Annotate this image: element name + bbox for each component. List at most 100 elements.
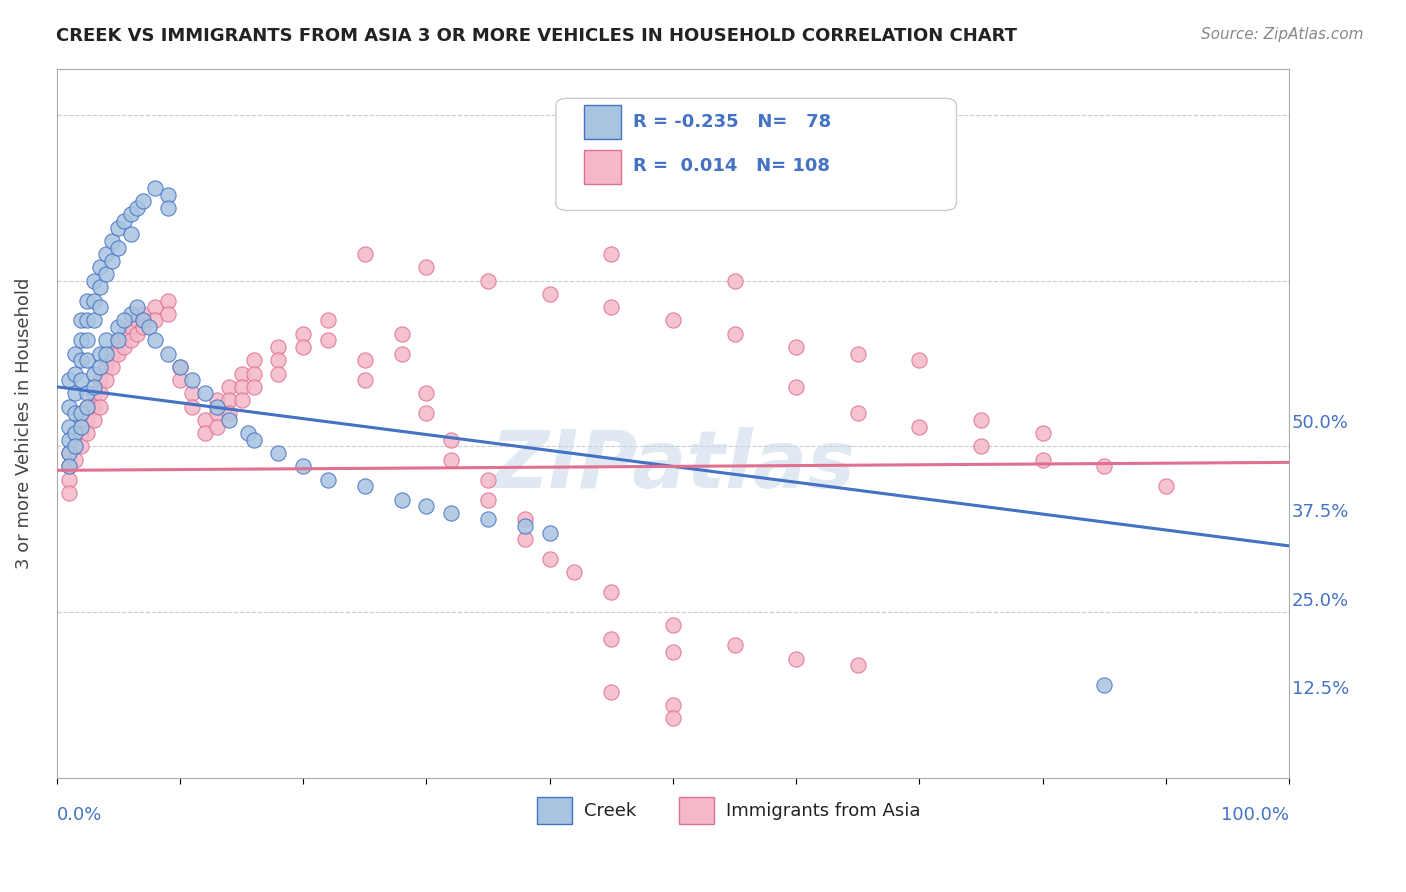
Point [83,367,105,381]
Point [1032,426,1054,441]
Point [112,313,135,327]
Point [316,473,339,487]
Point [101,234,124,248]
Point [83,386,105,401]
Point [970,413,993,427]
Point [513,533,536,547]
Point [267,367,290,381]
Point [218,380,240,394]
Point [101,253,124,268]
Point [94,334,117,348]
Point [76,426,98,441]
Point [723,274,745,288]
Point [243,380,266,394]
FancyBboxPatch shape [583,150,621,184]
Point [89,346,111,360]
Point [205,406,228,420]
Point [723,326,745,341]
Point [600,632,623,646]
Point [243,353,266,368]
Point [89,300,111,314]
Point [125,201,148,215]
Point [1154,479,1177,493]
Point [70,426,93,441]
Point [83,313,105,327]
Point [169,359,191,374]
Point [76,334,98,348]
Point [83,293,105,308]
Text: 0.0%: 0.0% [56,806,103,824]
Point [292,459,315,474]
Point [70,413,93,427]
Point [353,373,375,387]
Point [908,353,931,368]
Point [415,386,437,401]
Point [63,367,86,381]
Point [440,433,463,447]
FancyBboxPatch shape [583,105,621,139]
Point [267,446,290,460]
Point [970,440,993,454]
Point [156,201,179,215]
Point [89,280,111,294]
Point [76,400,98,414]
Point [125,326,148,341]
Point [107,334,129,348]
Point [538,525,561,540]
Point [132,313,155,327]
Point [76,386,98,401]
Point [120,207,142,221]
Text: Source: ZipAtlas.com: Source: ZipAtlas.com [1201,27,1364,42]
Point [440,506,463,520]
Point [513,519,536,533]
Point [125,300,148,314]
Point [1092,459,1115,474]
Point [112,214,135,228]
Point [662,698,685,712]
Point [846,346,869,360]
Point [107,220,129,235]
Point [63,426,86,441]
Point [76,400,98,414]
Point [218,413,240,427]
Point [156,293,179,308]
Point [193,413,215,427]
Point [477,512,499,526]
Point [193,386,215,401]
Point [94,346,117,360]
Point [267,353,290,368]
Text: 37.5%: 37.5% [1292,503,1350,521]
Point [391,346,413,360]
Point [218,406,240,420]
Point [1032,452,1054,467]
Point [415,406,437,420]
Point [415,260,437,275]
Point [83,274,105,288]
Y-axis label: 3 or more Vehicles in Household: 3 or more Vehicles in Household [15,277,32,569]
Point [785,651,807,665]
Point [83,380,105,394]
Point [846,406,869,420]
Point [143,181,166,195]
Text: Immigrants from Asia: Immigrants from Asia [725,802,921,820]
Point [58,459,80,474]
Text: Creek: Creek [583,802,637,820]
Point [143,300,166,314]
Point [415,499,437,513]
Point [58,433,80,447]
Text: R =  0.014   N= 108: R = 0.014 N= 108 [634,157,831,176]
Text: 50.0%: 50.0% [1292,414,1348,433]
Point [231,380,253,394]
Point [353,247,375,261]
Point [600,685,623,699]
Point [89,400,111,414]
Point [143,334,166,348]
Point [83,400,105,414]
Point [538,287,561,301]
Point [156,346,179,360]
Point [63,386,86,401]
Point [107,346,129,360]
Point [120,334,142,348]
Text: 25.0%: 25.0% [1292,591,1348,609]
Point [76,413,98,427]
